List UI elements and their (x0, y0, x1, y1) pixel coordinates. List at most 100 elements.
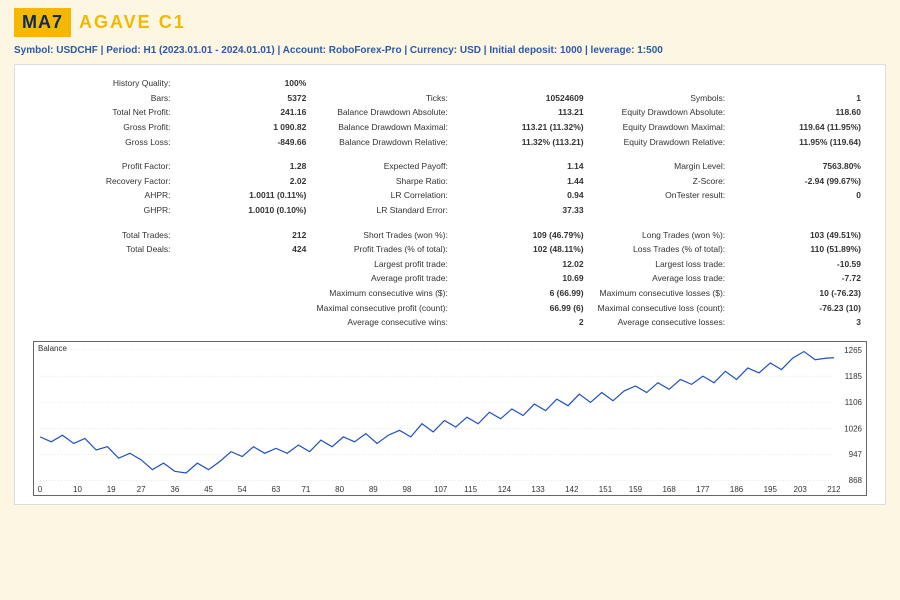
stat-value: 102 (48.11%) (454, 243, 588, 256)
stat-value: 109 (46.79%) (454, 228, 588, 241)
svg-text:195: 195 (764, 485, 778, 494)
stat-value: 212 (177, 228, 311, 241)
stat-label: Largest profit trade: (312, 258, 452, 271)
svg-text:142: 142 (565, 485, 579, 494)
stat-value: -7.72 (731, 272, 865, 285)
stat-value (731, 77, 865, 90)
stat-value (454, 77, 588, 90)
stat-label: Profit Factor: (35, 160, 175, 173)
stat-label: Recovery Factor: (35, 175, 175, 188)
svg-text:212: 212 (827, 485, 841, 494)
stat-label: History Quality: (35, 77, 175, 90)
stat-value: 2.02 (177, 175, 311, 188)
stat-label: AHPR: (35, 189, 175, 202)
stat-label: Equity Drawdown Absolute: (590, 106, 730, 119)
stat-label: Loss Trades (% of total): (590, 243, 730, 256)
svg-text:151: 151 (599, 485, 613, 494)
stat-label: GHPR: (35, 204, 175, 217)
svg-text:186: 186 (730, 485, 744, 494)
stat-value: 1.0011 (0.11%) (177, 189, 311, 202)
stat-value: 110 (51.89%) (731, 243, 865, 256)
svg-text:868: 868 (849, 476, 863, 485)
svg-text:98: 98 (403, 485, 412, 494)
stat-value: -849.66 (177, 135, 311, 148)
stat-label: Profit Trades (% of total): (312, 243, 452, 256)
stat-label: Gross Profit: (35, 121, 175, 134)
stat-value (177, 301, 311, 314)
svg-text:168: 168 (662, 485, 676, 494)
stat-value: 1.28 (177, 160, 311, 173)
stat-label: Total Trades: (35, 228, 175, 241)
stat-label: Sharpe Ratio: (312, 175, 452, 188)
stat-label: Average consecutive losses: (590, 316, 730, 329)
stat-value: 103 (49.51%) (731, 228, 865, 241)
stat-label: Maximal consecutive loss (count): (590, 301, 730, 314)
svg-text:89: 89 (369, 485, 378, 494)
stat-label (35, 258, 175, 271)
stat-label: Gross Loss: (35, 135, 175, 148)
stat-value: 2 (454, 316, 588, 329)
stat-value: 7563.80% (731, 160, 865, 173)
page-title: AGAVE C1 (79, 12, 186, 33)
svg-text:124: 124 (498, 485, 512, 494)
stat-value (177, 272, 311, 285)
svg-text:1185: 1185 (845, 372, 863, 381)
stat-label (35, 272, 175, 285)
stat-label: Symbols: (590, 92, 730, 105)
stat-label: Bars: (35, 92, 175, 105)
stat-label: Average loss trade: (590, 272, 730, 285)
balance-chart: Balance 01019273645546371808998107115124… (33, 341, 867, 496)
svg-text:0: 0 (38, 485, 43, 494)
svg-text:1265: 1265 (844, 345, 862, 354)
stat-value: 100% (177, 77, 311, 90)
stat-label: Ticks: (312, 92, 452, 105)
stat-label (312, 77, 452, 90)
stat-label: Z-Score: (590, 175, 730, 188)
stat-value: 1 090.82 (177, 121, 311, 134)
stat-value (731, 204, 865, 217)
stat-label (590, 204, 730, 217)
stat-label: Expected Payoff: (312, 160, 452, 173)
stat-value: 118.60 (731, 106, 865, 119)
chart-svg: 0101927364554637180899810711512413314215… (34, 342, 866, 495)
stat-label: Long Trades (won %): (590, 228, 730, 241)
stat-label: Average profit trade: (312, 272, 452, 285)
svg-text:63: 63 (271, 485, 280, 494)
stat-label (590, 77, 730, 90)
svg-text:1106: 1106 (845, 398, 863, 407)
stat-label: LR Standard Error: (312, 204, 452, 217)
stat-label (35, 287, 175, 300)
stat-label (35, 301, 175, 314)
stat-label: Total Deals: (35, 243, 175, 256)
header: MA7 AGAVE C1 (0, 0, 900, 41)
stat-label: Margin Level: (590, 160, 730, 173)
stats-table: History Quality:100%Bars:5372Ticks:10524… (33, 75, 867, 331)
stat-value: -10.59 (731, 258, 865, 271)
svg-text:36: 36 (170, 485, 179, 494)
svg-text:115: 115 (464, 485, 477, 494)
stat-value: 6 (66.99) (454, 287, 588, 300)
stat-value (177, 258, 311, 271)
stat-label: Maximal consecutive profit (count): (312, 301, 452, 314)
stat-value: 1 (731, 92, 865, 105)
stat-label: Balance Drawdown Maximal: (312, 121, 452, 134)
stat-value: 12.02 (454, 258, 588, 271)
stat-label: Maximum consecutive losses ($): (590, 287, 730, 300)
stat-value: 3 (731, 316, 865, 329)
svg-text:10: 10 (73, 485, 82, 494)
stat-value: 424 (177, 243, 311, 256)
stat-label: Balance Drawdown Absolute: (312, 106, 452, 119)
stat-value: 1.14 (454, 160, 588, 173)
stat-value: 1.0010 (0.10%) (177, 204, 311, 217)
stat-value: 66.99 (6) (454, 301, 588, 314)
svg-text:54: 54 (238, 485, 247, 494)
stat-label: Largest loss trade: (590, 258, 730, 271)
stat-label: LR Correlation: (312, 189, 452, 202)
stat-value (177, 287, 311, 300)
stat-label (35, 316, 175, 329)
report-content: History Quality:100%Bars:5372Ticks:10524… (14, 64, 886, 505)
svg-text:71: 71 (301, 485, 310, 494)
stat-value: 11.95% (119.64) (731, 135, 865, 148)
logo-badge: MA7 (14, 8, 71, 37)
stat-label: Equity Drawdown Relative: (590, 135, 730, 148)
